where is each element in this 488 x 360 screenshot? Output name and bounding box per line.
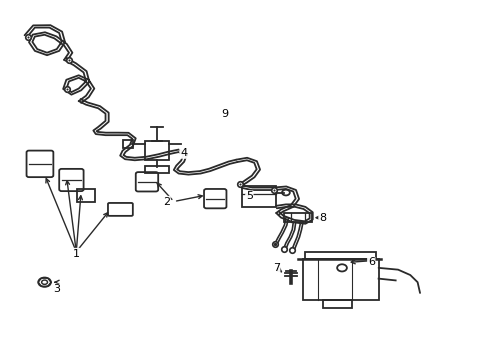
Text: 2: 2 — [163, 197, 170, 207]
Bar — [144, 166, 168, 173]
Bar — [305, 252, 375, 259]
Bar — [122, 140, 133, 148]
Text: 1: 1 — [73, 248, 80, 258]
Bar — [77, 189, 95, 202]
Text: 9: 9 — [221, 109, 228, 119]
Bar — [322, 300, 351, 308]
Bar — [242, 186, 276, 207]
Bar — [284, 213, 311, 222]
Text: 8: 8 — [318, 213, 325, 222]
Text: 3: 3 — [53, 284, 60, 294]
Bar — [144, 140, 168, 160]
Bar — [303, 259, 378, 300]
Text: 6: 6 — [367, 257, 374, 267]
Text: 4: 4 — [180, 148, 187, 158]
Text: 5: 5 — [245, 191, 252, 201]
Text: 7: 7 — [272, 263, 279, 273]
